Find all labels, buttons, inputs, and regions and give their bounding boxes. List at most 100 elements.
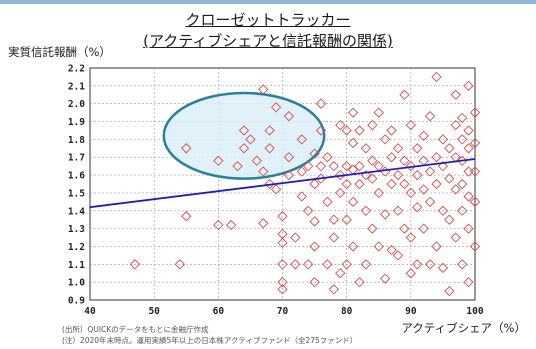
data-point xyxy=(360,205,372,216)
data-point xyxy=(309,241,320,252)
data-point xyxy=(469,241,481,252)
data-point xyxy=(424,196,436,207)
data-point xyxy=(450,119,461,131)
data-point xyxy=(226,219,237,231)
data-point xyxy=(238,125,250,136)
data-point xyxy=(303,205,314,216)
data-point xyxy=(347,241,359,252)
data-point xyxy=(418,130,429,141)
data-point xyxy=(277,259,288,270)
data-point xyxy=(367,119,378,131)
data-point xyxy=(264,143,275,154)
data-point xyxy=(322,259,333,270)
data-point xyxy=(457,178,468,190)
y-tick-label: 1.2 xyxy=(68,242,85,253)
data-point xyxy=(309,178,320,190)
data-point xyxy=(463,125,474,136)
data-point xyxy=(424,259,436,270)
y-tick-label: 2.0 xyxy=(68,99,85,110)
data-point xyxy=(290,232,301,243)
data-point xyxy=(380,273,391,284)
data-point xyxy=(309,148,320,159)
data-point xyxy=(405,232,416,243)
data-point xyxy=(322,152,333,163)
data-point xyxy=(412,143,423,154)
data-point xyxy=(405,161,416,172)
data-point xyxy=(386,125,397,136)
data-point xyxy=(380,134,391,145)
data-point xyxy=(405,268,416,279)
data-point xyxy=(373,187,384,199)
highlight-ellipse xyxy=(162,91,326,180)
data-point xyxy=(437,262,449,274)
data-point xyxy=(309,216,320,227)
data-point xyxy=(328,214,339,225)
x-tick-label: 80 xyxy=(341,306,353,317)
data-point xyxy=(335,119,346,131)
data-point xyxy=(328,161,339,172)
data-point xyxy=(296,134,307,145)
x-tick-label: 70 xyxy=(277,306,289,317)
data-point xyxy=(457,259,468,270)
data-point xyxy=(431,178,442,190)
data-point xyxy=(296,191,307,202)
y-tick-label: 2.2 xyxy=(68,64,85,75)
data-point xyxy=(335,169,346,181)
data-point xyxy=(354,161,365,172)
data-point xyxy=(469,137,481,149)
data-point xyxy=(463,277,474,288)
data-point xyxy=(399,178,410,190)
footnote: (注）2020年末時点。運用実績5年以上の日本株アクティブファンド（全275ファ… xyxy=(62,336,358,345)
data-point xyxy=(341,161,352,172)
data-point xyxy=(367,155,378,166)
y-tick-label: 1.9 xyxy=(68,117,85,128)
data-point xyxy=(392,250,404,261)
data-point xyxy=(463,80,474,91)
data-point xyxy=(367,223,378,234)
data-point xyxy=(380,209,391,220)
y-tick-label: 1.0 xyxy=(68,278,85,289)
data-point xyxy=(322,196,333,207)
source-note: (出所）QUICKのデータをもとに金融庁作成 xyxy=(62,325,209,334)
data-point xyxy=(412,259,423,270)
data-point xyxy=(341,259,352,270)
data-point xyxy=(444,214,455,225)
data-point xyxy=(213,219,224,231)
data-point xyxy=(463,143,474,154)
data-point xyxy=(328,284,339,295)
data-point xyxy=(399,89,410,100)
y-tick-label: 1.7 xyxy=(68,153,85,164)
data-point xyxy=(232,161,243,172)
x-tick-label: 100 xyxy=(466,306,483,317)
data-point xyxy=(386,152,397,163)
data-point xyxy=(315,161,327,172)
data-point xyxy=(463,223,474,234)
data-point xyxy=(444,285,455,297)
data-point xyxy=(270,184,282,195)
data-point xyxy=(129,259,141,270)
data-point xyxy=(373,241,384,252)
y-tick-label: 2.1 xyxy=(68,81,85,92)
data-point xyxy=(386,178,397,190)
data-point xyxy=(405,119,416,131)
x-tick-label: 50 xyxy=(148,306,160,317)
data-point xyxy=(270,102,282,113)
data-point xyxy=(335,268,346,279)
data-point xyxy=(392,143,404,154)
data-point xyxy=(469,166,481,177)
data-point xyxy=(457,134,468,145)
y-tick-label: 1.5 xyxy=(68,188,85,199)
chart-subtitle: (アクティブシェアと信託報酬の関係) xyxy=(143,32,393,50)
trend-line xyxy=(89,158,476,209)
x-tick-label: 40 xyxy=(84,306,96,317)
data-point xyxy=(457,205,468,216)
data-point xyxy=(354,125,365,136)
data-point xyxy=(367,173,378,184)
data-point xyxy=(296,166,307,177)
y-tick-label: 1.3 xyxy=(68,224,85,235)
data-point xyxy=(303,161,314,172)
data-point xyxy=(181,143,192,154)
data-point xyxy=(335,187,346,199)
y-tick-label: 1.4 xyxy=(68,206,85,217)
data-point xyxy=(386,244,397,256)
